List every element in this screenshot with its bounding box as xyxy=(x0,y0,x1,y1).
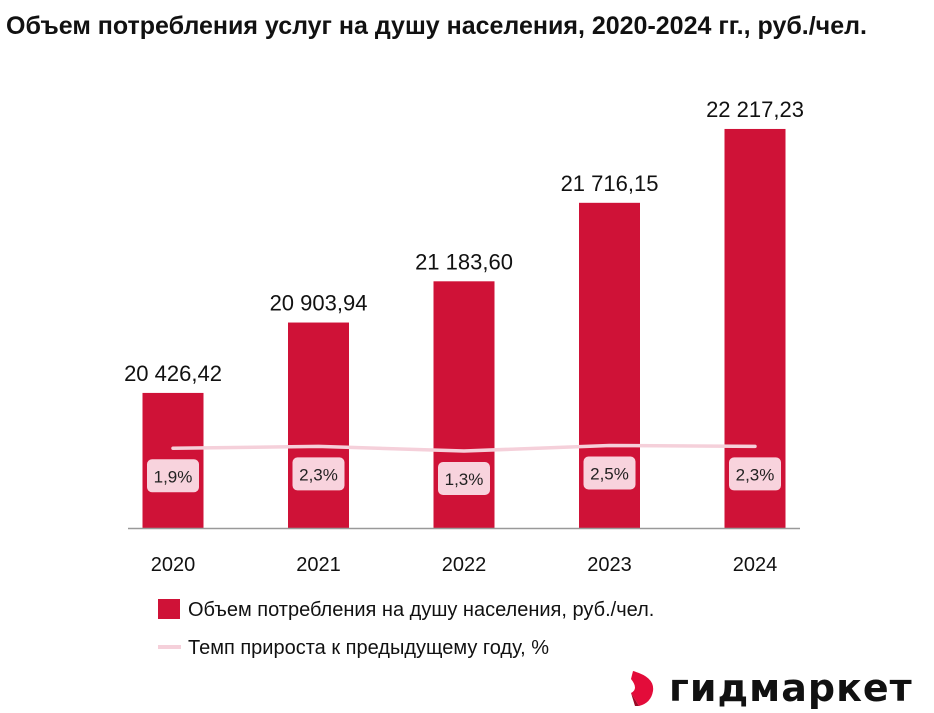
growth-label-box xyxy=(583,456,636,490)
x-tick-label: 2022 xyxy=(442,554,487,576)
logo-text: гидмаркет xyxy=(669,666,913,710)
bar-value-label: 20 903,94 xyxy=(270,291,368,316)
growth-label-box xyxy=(147,459,199,493)
bar-value-label: 22 217,23 xyxy=(706,97,804,122)
x-tick-label: 2023 xyxy=(587,554,632,576)
growth-label: 1,9% xyxy=(154,467,193,486)
growth-label-box xyxy=(729,457,781,491)
legend-line-label: Темп прироста к предыдущему году, % xyxy=(188,637,549,659)
bar-value-label: 21 183,60 xyxy=(415,249,513,274)
growth-label-box xyxy=(292,457,345,491)
legend-bar-swatch xyxy=(158,599,180,619)
growth-label: 2,3% xyxy=(736,465,775,484)
growth-label: 1,3% xyxy=(445,470,484,489)
growth-label-box xyxy=(438,462,490,496)
x-tick-label: 2020 xyxy=(151,554,196,576)
logo: гидмаркет xyxy=(625,668,913,708)
bar-value-label: 21 716,15 xyxy=(561,171,659,196)
growth-line xyxy=(171,443,757,453)
x-tick-label: 2024 xyxy=(733,554,778,576)
chart-title: Объем потребления услуг на душу населени… xyxy=(6,12,867,40)
bar-value-label: 20 426,42 xyxy=(124,361,222,386)
legend-bar-label: Объем потребления на душу населения, руб… xyxy=(188,599,654,621)
x-tick-label: 2021 xyxy=(296,554,341,576)
logo-icon xyxy=(631,671,654,706)
bar-2021 xyxy=(288,322,349,528)
growth-label: 2,5% xyxy=(590,465,629,484)
growth-label: 2,3% xyxy=(299,465,338,484)
